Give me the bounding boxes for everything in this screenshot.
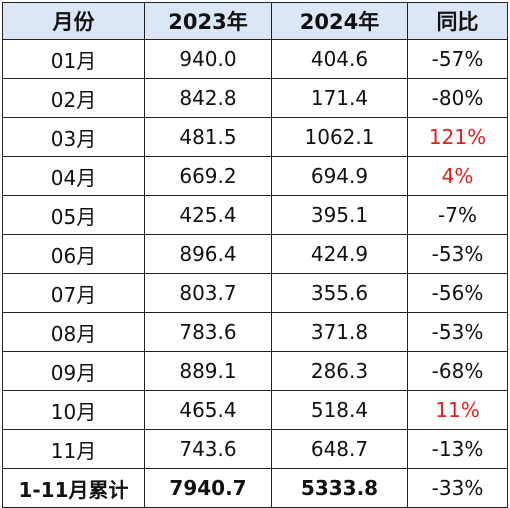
value-2023-cell: 842.8 [144,78,272,118]
month-cell: 03月 [2,117,145,157]
yoy-cell: 11% [407,390,508,430]
value-2024-cell: 371.8 [271,312,408,352]
value-2023-cell: 803.7 [144,273,272,313]
total-2023-cell: 7940.7 [144,468,272,508]
header-2023: 2023年 [144,2,272,40]
month-cell: 02月 [2,78,145,118]
total-2024-cell: 5333.8 [271,468,408,508]
table-row: 07月 803.7 355.6 -56% [2,273,508,313]
yoy-cell: 121% [407,117,508,157]
table-row: 05月 425.4 395.1 -7% [2,195,508,235]
total-yoy-cell: -33% [407,468,508,508]
value-2024-cell: 1062.1 [271,117,408,157]
table-body: 01月 940.0 404.6 -57% 02月 842.8 171.4 -80% 03月 481… [2,39,508,508]
value-2024-cell: 404.6 [271,39,408,79]
table-row: 01月 940.0 404.6 -57% [2,39,508,79]
yoy-cell: 4% [407,156,508,196]
yoy-cell: -68% [407,351,508,391]
month-cell: 09月 [2,351,145,391]
total-label-cell: 1-11月累计 [2,468,145,508]
table-row: 03月 481.5 1062.1 121% [2,117,508,157]
month-cell: 07月 [2,273,145,313]
yoy-cell: -53% [407,234,508,274]
header-2024: 2024年 [271,2,408,40]
value-2024-cell: 171.4 [271,78,408,118]
table-header-row: 月份 2023年 2024年 同比 [2,2,508,40]
yoy-cell: -13% [407,429,508,469]
month-cell: 08月 [2,312,145,352]
table-row: 06月 896.4 424.9 -53% [2,234,508,274]
table-row: 10月 465.4 518.4 11% [2,390,508,430]
yoy-cell: -7% [407,195,508,235]
value-2023-cell: 465.4 [144,390,272,430]
header-yoy: 同比 [407,2,508,40]
total-row: 1-11月累计 7940.7 5333.8 -33% [2,468,508,508]
value-2024-cell: 395.1 [271,195,408,235]
value-2023-cell: 783.6 [144,312,272,352]
value-2023-cell: 743.6 [144,429,272,469]
value-2024-cell: 518.4 [271,390,408,430]
value-2024-cell: 286.3 [271,351,408,391]
month-cell: 01月 [2,39,145,79]
value-2024-cell: 355.6 [271,273,408,313]
table-row: 09月 889.1 286.3 -68% [2,351,508,391]
value-2023-cell: 669.2 [144,156,272,196]
month-cell: 04月 [2,156,145,196]
value-2023-cell: 896.4 [144,234,272,274]
value-2023-cell: 481.5 [144,117,272,157]
table-row: 02月 842.8 171.4 -80% [2,78,508,118]
value-2023-cell: 889.1 [144,351,272,391]
value-2024-cell: 648.7 [271,429,408,469]
yoy-cell: -56% [407,273,508,313]
table-row: 08月 783.6 371.8 -53% [2,312,508,352]
month-cell: 10月 [2,390,145,430]
yoy-cell: -57% [407,39,508,79]
month-cell: 06月 [2,234,145,274]
table-row: 11月 743.6 648.7 -13% [2,429,508,469]
month-cell: 11月 [2,429,145,469]
value-2023-cell: 940.0 [144,39,272,79]
month-cell: 05月 [2,195,145,235]
header-month: 月份 [2,2,145,40]
table-row: 04月 669.2 694.9 4% [2,156,508,196]
value-2023-cell: 425.4 [144,195,272,235]
yoy-cell: -53% [407,312,508,352]
value-2024-cell: 424.9 [271,234,408,274]
yoy-cell: -80% [407,78,508,118]
value-2024-cell: 694.9 [271,156,408,196]
